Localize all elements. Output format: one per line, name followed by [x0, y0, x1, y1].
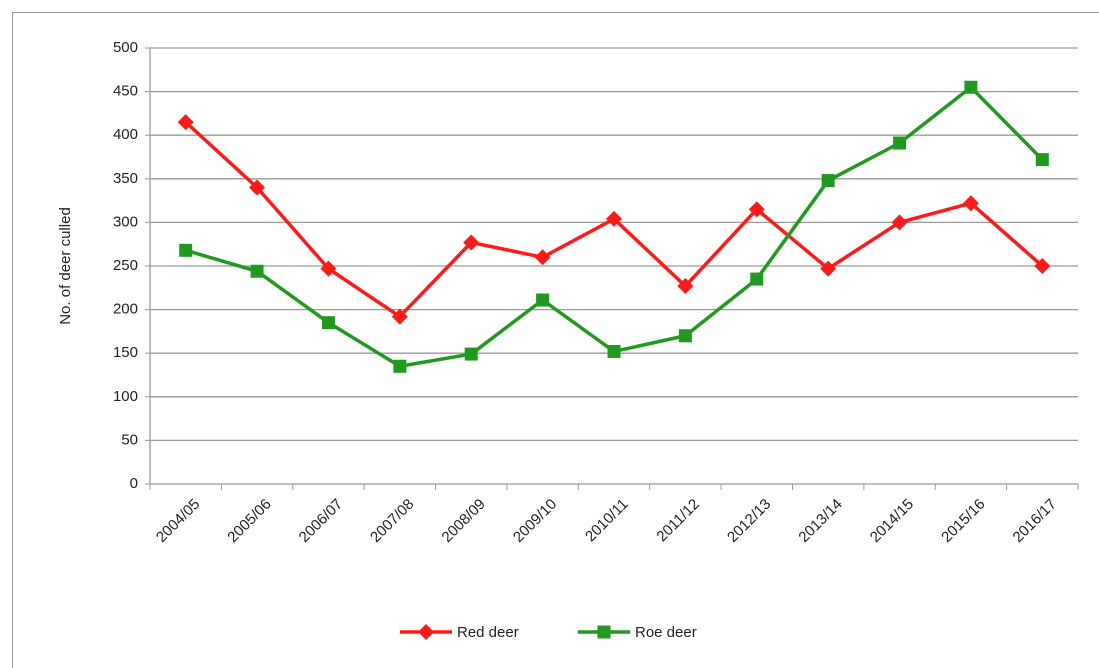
y-tick-label: 300: [113, 213, 138, 230]
data-point: [677, 278, 694, 295]
y-tick-label: 350: [113, 170, 138, 187]
y-axis-label: No. of deer culled: [57, 207, 74, 325]
x-tick-label: 2006/07: [296, 496, 346, 546]
y-tick-label: 400: [113, 126, 138, 143]
data-point: [607, 344, 621, 358]
y-tick-label: 200: [113, 301, 138, 318]
data-point: [534, 249, 551, 266]
data-point: [748, 201, 765, 218]
data-point: [606, 210, 622, 227]
data-point: [678, 329, 692, 343]
x-tick-label: 2012/13: [724, 496, 774, 546]
data-point: [463, 234, 480, 251]
data-point: [321, 316, 335, 330]
x-tick-label: 2007/08: [367, 496, 417, 546]
x-tick-label: 2004/05: [153, 496, 203, 546]
legend-marker: [597, 625, 611, 639]
y-tick-label: 500: [113, 39, 138, 56]
x-tick-label: 2015/16: [938, 496, 988, 546]
x-tick-label: 2005/06: [224, 496, 274, 546]
data-point: [1034, 258, 1051, 274]
x-tick-label: 2016/17: [1010, 496, 1060, 546]
x-tick-label: 2010/11: [582, 496, 632, 546]
y-tick-label: 450: [113, 83, 138, 100]
x-tick-label: 2011/12: [653, 496, 703, 546]
data-point: [821, 174, 835, 188]
data-point: [891, 214, 908, 231]
data-point: [750, 272, 764, 286]
x-tick-label: 2014/15: [867, 496, 917, 546]
x-tick-label: 2013/14: [795, 496, 845, 546]
data-point: [464, 347, 478, 361]
y-tick-label: 150: [113, 344, 138, 361]
data-point: [250, 264, 264, 278]
data-point: [1035, 153, 1049, 167]
data-point: [177, 114, 194, 131]
y-tick-label: 250: [113, 257, 138, 274]
data-point: [536, 293, 550, 307]
data-point: [249, 179, 266, 196]
x-tick-label: 2009/10: [510, 496, 560, 546]
y-tick-label: 50: [121, 431, 138, 448]
legend-label: Red deer: [457, 624, 519, 641]
data-point: [320, 260, 337, 277]
legend-label: Roe deer: [635, 624, 697, 641]
data-point: [391, 308, 408, 325]
data-point: [179, 243, 193, 257]
data-point: [820, 260, 837, 277]
x-tick-label: 2008/09: [438, 496, 488, 546]
data-point: [964, 80, 978, 94]
chart-frame: [12, 12, 1099, 668]
data-point: [893, 136, 907, 150]
legend-marker: [418, 624, 434, 640]
y-tick-label: 0: [130, 475, 138, 492]
data-point: [962, 195, 979, 212]
data-point: [393, 359, 407, 373]
y-tick-label: 100: [113, 388, 138, 405]
